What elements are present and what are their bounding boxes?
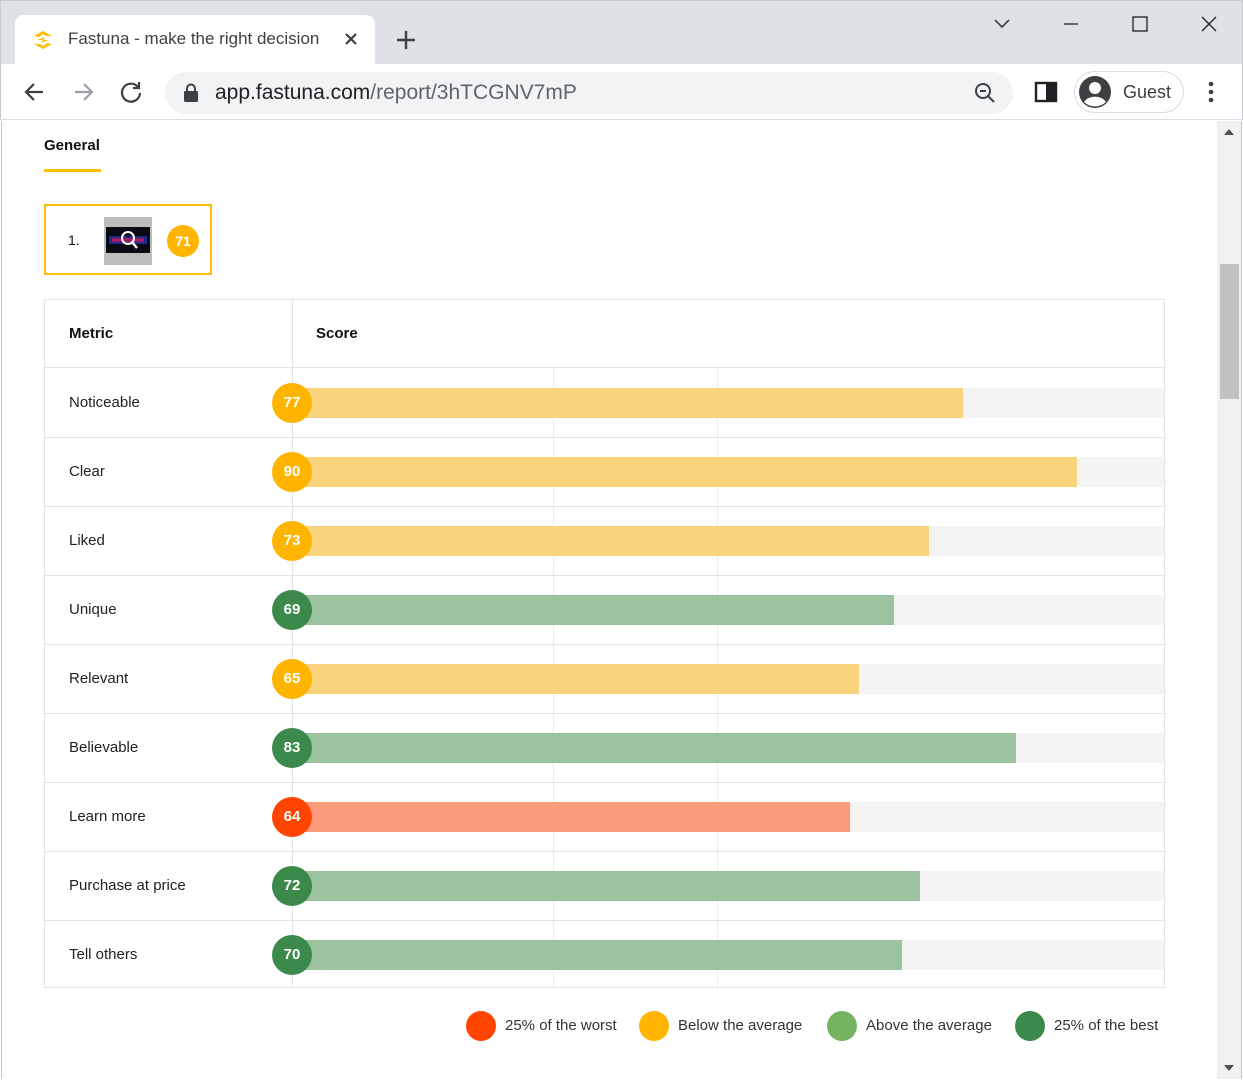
score-bar (292, 595, 894, 625)
url-text[interactable]: app.fastuna.com/report/3hTCGNV7mP (215, 81, 577, 105)
score-bar-track (292, 388, 1164, 418)
table-row: Clear 90 (45, 438, 1164, 507)
more-menu-icon[interactable] (1197, 78, 1225, 106)
legend-dot (466, 1011, 496, 1041)
score-bar-track (292, 802, 1164, 832)
active-tab-indicator (44, 169, 101, 172)
new-tab-icon[interactable] (393, 27, 419, 53)
score-bar-track (292, 526, 1164, 556)
table-row: Liked 73 (45, 507, 1164, 576)
table-row: Believable 83 (45, 714, 1164, 783)
zoom-icon[interactable] (973, 81, 997, 105)
metrics-table: Metric Score Noticeable 77 Clear 90 Liked 73 U… (44, 299, 1165, 988)
scroll-up-arrow-icon[interactable] (1224, 129, 1234, 135)
table-row: Noticeable 77 (45, 369, 1164, 438)
address-bar[interactable]: app.fastuna.com/report/3hTCGNV7mP (165, 72, 1013, 114)
score-badge: 90 (272, 452, 312, 492)
scrollbar-thumb[interactable] (1220, 264, 1239, 399)
profile-label: Guest (1123, 82, 1172, 102)
tab-search-chevron-icon[interactable] (987, 11, 1017, 37)
window-close-icon[interactable] (1194, 11, 1224, 37)
thumbnail-image (106, 227, 150, 253)
table-row: Tell others 70 (45, 921, 1164, 990)
score-badge: 73 (272, 521, 312, 561)
legend-label: 25% of the best (1054, 1017, 1159, 1034)
column-divider (292, 300, 293, 987)
maximize-icon[interactable] (1125, 11, 1155, 37)
metric-label: Clear (69, 463, 105, 480)
score-bar (292, 733, 1016, 763)
url-path: /report/3hTCGNV7mP (370, 81, 577, 104)
metric-label: Unique (69, 601, 117, 618)
legend-label: Below the average (678, 1017, 803, 1034)
metric-label: Relevant (69, 670, 129, 687)
score-bar (292, 388, 963, 418)
score-badge: 70 (272, 935, 312, 975)
score-badge: 72 (272, 866, 312, 906)
legend-dot (639, 1011, 669, 1041)
magnifier-image-icon (109, 231, 147, 249)
metric-label: Noticeable (69, 394, 140, 411)
score-bar-track (292, 940, 1164, 970)
back-arrow-icon[interactable] (21, 78, 49, 106)
metric-label: Learn more (69, 808, 146, 825)
tab-title: Fastuna - make the right decision (68, 29, 320, 48)
legend-dot (1015, 1011, 1045, 1041)
score-bar (292, 940, 902, 970)
reload-icon[interactable] (117, 78, 145, 106)
forward-arrow-icon[interactable] (69, 78, 97, 106)
page-content: General 1. 71 Metric Score Noticeable 77 C… (1, 121, 1217, 1079)
variant-thumbnail[interactable] (104, 217, 152, 265)
browser-toolbar: app.fastuna.com/report/3hTCGNV7mP Guest (0, 64, 1243, 120)
score-badge: 64 (272, 797, 312, 837)
legend-label: 25% of the worst (505, 1017, 617, 1034)
score-badge: 77 (272, 383, 312, 423)
header-metric: Metric (69, 325, 114, 342)
metric-label: Purchase at price (69, 877, 186, 894)
url-host: app.fastuna.com (215, 81, 371, 104)
metric-label: Liked (69, 532, 105, 549)
score-bar (292, 802, 850, 832)
variant-score-badge: 71 (167, 225, 199, 257)
avatar-icon (1079, 76, 1111, 108)
score-bar (292, 664, 859, 694)
score-bar-track (292, 871, 1164, 901)
close-tab-icon[interactable] (339, 27, 363, 51)
header-score: Score (316, 325, 358, 342)
table-row: Purchase at price 72 (45, 852, 1164, 921)
lock-icon[interactable] (183, 83, 199, 103)
table-row: Relevant 65 (45, 645, 1164, 714)
side-panel-icon[interactable] (1032, 78, 1060, 106)
score-bar-track (292, 733, 1164, 763)
minimize-icon[interactable] (1056, 11, 1086, 37)
legend-dot (827, 1011, 857, 1041)
score-bar (292, 871, 920, 901)
table-row: Unique 69 (45, 576, 1164, 645)
table-row: Learn more 64 (45, 783, 1164, 852)
score-bar (292, 457, 1077, 487)
variant-index: 1. (68, 232, 80, 248)
tab-strip: Fastuna - make the right decision (0, 0, 1243, 65)
scrollbar[interactable] (1217, 121, 1242, 1079)
score-bar-track (292, 595, 1164, 625)
score-bar-track (292, 457, 1164, 487)
score-badge: 65 (272, 659, 312, 699)
fastuna-logo-icon (34, 31, 52, 49)
score-badge: 83 (272, 728, 312, 768)
scroll-down-arrow-icon[interactable] (1224, 1065, 1234, 1071)
profile-button[interactable]: Guest (1074, 71, 1184, 113)
variant-card[interactable]: 1. 71 (44, 204, 212, 275)
metric-label: Tell others (69, 946, 138, 963)
metric-label: Believable (69, 739, 139, 756)
legend-label: Above the average (866, 1017, 992, 1034)
score-bar-track (292, 664, 1164, 694)
score-badge: 69 (272, 590, 312, 630)
table-header: Metric Score (45, 300, 1164, 368)
score-bar (292, 526, 929, 556)
tab-general[interactable]: General (44, 137, 100, 154)
browser-tab[interactable]: Fastuna - make the right decision (15, 15, 375, 65)
